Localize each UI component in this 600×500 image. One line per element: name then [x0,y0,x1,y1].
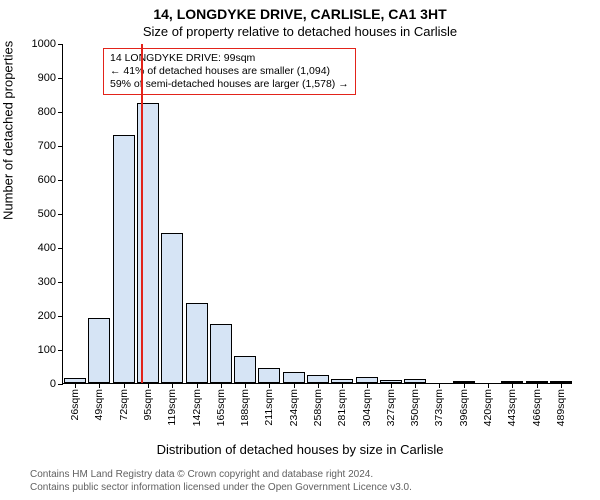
footer-line-1: Contains HM Land Registry data © Crown c… [30,468,590,481]
x-tick-label: 26sqm [69,389,81,421]
y-tick-label: 700 [38,140,56,152]
x-tick-label: 304sqm [361,389,373,426]
x-axis-label: Distribution of detached houses by size … [0,442,600,457]
histogram-bar [186,303,208,383]
y-tick-mark [58,384,63,385]
chart-title-sub: Size of property relative to detached ho… [0,24,600,39]
histogram-bar [258,368,280,383]
x-tick-label: 258sqm [312,389,324,426]
histogram-bar [234,356,256,383]
footer-attribution: Contains HM Land Registry data © Crown c… [30,468,590,494]
x-tick-label: 443sqm [506,389,518,426]
y-tick-mark [58,350,63,351]
x-tick-label: 211sqm [263,389,275,426]
x-tick-mark [537,383,538,388]
footer-line-2: Contains public sector information licen… [30,481,590,494]
x-tick-mark [464,383,465,388]
x-tick-mark [269,383,270,388]
y-tick-label: 300 [38,276,56,288]
y-tick-mark [58,248,63,249]
x-tick-label: 234sqm [288,389,300,426]
y-tick-label: 100 [38,344,56,356]
x-tick-label: 327sqm [385,389,397,426]
x-tick-label: 373sqm [433,389,445,426]
x-tick-mark [221,383,222,388]
x-tick-mark [75,383,76,388]
y-tick-mark [58,316,63,317]
x-tick-label: 119sqm [166,389,178,426]
x-tick-mark [294,383,295,388]
y-axis-label: Number of detached properties [1,41,16,220]
x-tick-mark [367,383,368,388]
chart-title-main: 14, LONGDYKE DRIVE, CARLISLE, CA1 3HT [0,6,600,22]
x-tick-mark [197,383,198,388]
histogram-bar [307,375,329,384]
y-tick-label: 200 [38,310,56,322]
y-tick-label: 500 [38,208,56,220]
y-tick-mark [58,78,63,79]
histogram-bar [161,233,183,383]
y-tick-label: 900 [38,72,56,84]
x-tick-mark [148,383,149,388]
x-tick-label: 466sqm [531,389,543,426]
x-tick-mark [172,383,173,388]
annotation-line-2: ← 41% of detached houses are smaller (1,… [110,65,349,78]
x-tick-mark [512,383,513,388]
y-tick-mark [58,180,63,181]
histogram-bar [88,318,110,383]
y-tick-label: 0 [50,378,56,390]
property-marker-line [141,44,143,383]
y-tick-mark [58,44,63,45]
x-tick-label: 72sqm [118,389,130,421]
x-tick-label: 350sqm [409,389,421,426]
x-tick-label: 142sqm [191,389,203,426]
x-tick-label: 420sqm [482,389,494,426]
x-tick-label: 165sqm [215,389,227,426]
x-tick-mark [124,383,125,388]
y-tick-label: 600 [38,174,56,186]
x-tick-label: 489sqm [555,389,567,426]
y-tick-label: 800 [38,106,56,118]
x-tick-label: 95sqm [142,389,154,421]
x-tick-label: 188sqm [239,389,251,426]
x-tick-mark [99,383,100,388]
y-tick-label: 400 [38,242,56,254]
x-tick-mark [342,383,343,388]
x-tick-mark [439,383,440,388]
annotation-line-3: 59% of semi-detached houses are larger (… [110,78,349,91]
x-tick-label: 49sqm [93,389,105,421]
y-tick-mark [58,214,63,215]
y-tick-mark [58,112,63,113]
histogram-bar [210,324,232,384]
x-tick-label: 396sqm [458,389,470,426]
x-tick-mark [391,383,392,388]
x-tick-mark [318,383,319,388]
x-tick-mark [415,383,416,388]
y-tick-label: 1000 [32,38,56,50]
x-tick-mark [561,383,562,388]
x-tick-mark [245,383,246,388]
histogram-bar [113,135,135,383]
x-tick-mark [488,383,489,388]
y-tick-mark [58,282,63,283]
x-tick-label: 281sqm [336,389,348,426]
y-tick-mark [58,146,63,147]
histogram-bar [283,372,305,383]
chart-plot-area: 14 LONGDYKE DRIVE: 99sqm ← 41% of detach… [62,44,572,384]
annotation-line-1: 14 LONGDYKE DRIVE: 99sqm [110,52,349,65]
